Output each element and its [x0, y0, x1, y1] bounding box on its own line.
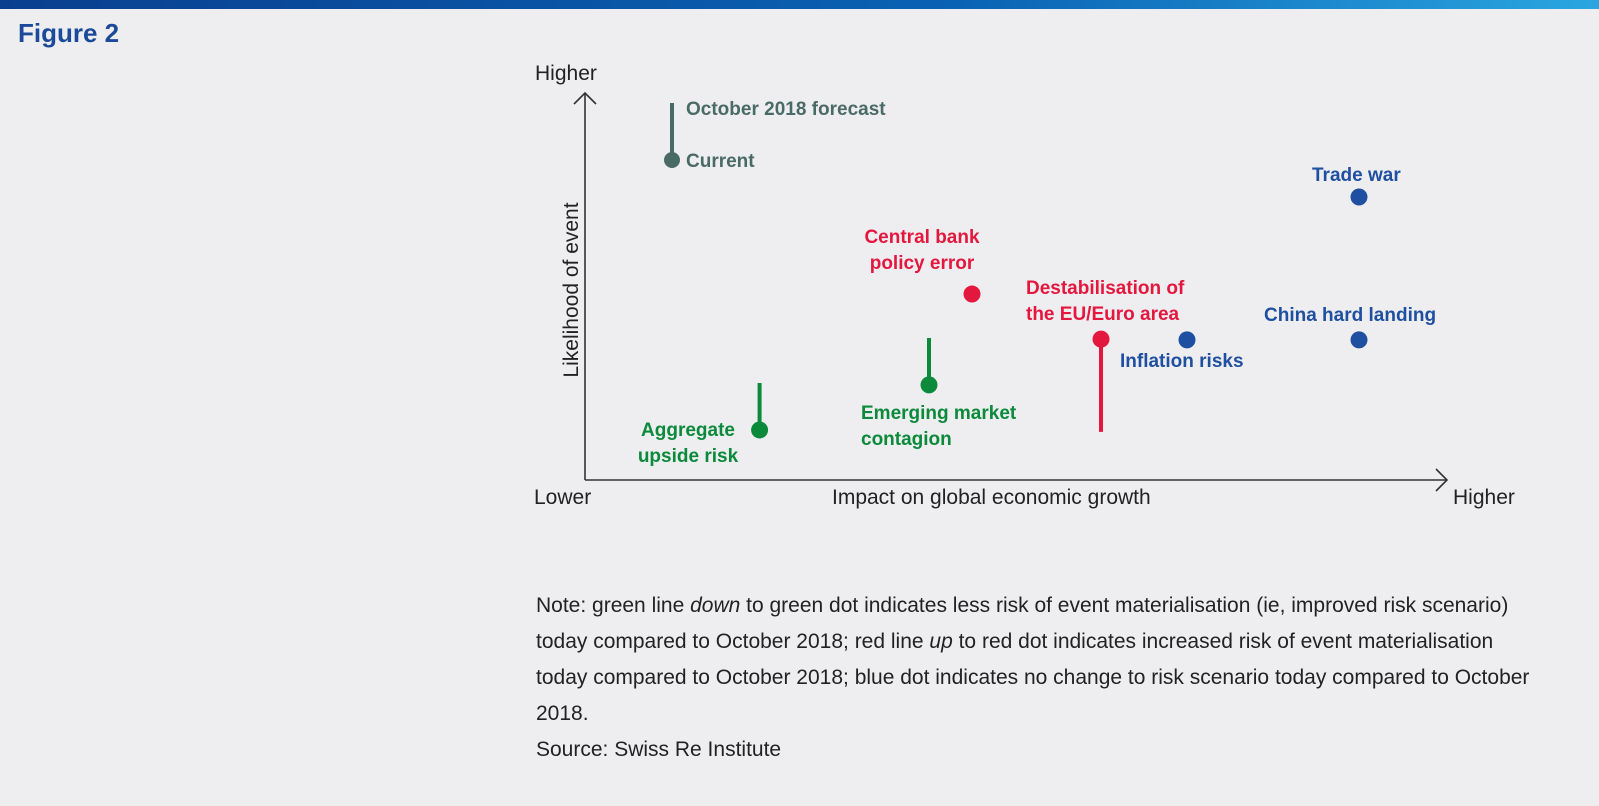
- note-emphasis: up: [929, 630, 953, 653]
- legend-previous: October 2018 forecast: [686, 99, 886, 120]
- y-tick-higher: Higher: [535, 62, 597, 85]
- legend-current: Current: [686, 151, 755, 172]
- x-axis-arrow: [1435, 468, 1449, 492]
- risk-point: [1350, 188, 1368, 206]
- label-china-hard-landing: China hard landing: [1264, 305, 1437, 326]
- x-axis-label: Impact on global economic growth: [832, 486, 1151, 509]
- top-accent-bar: [0, 0, 1599, 9]
- risk-point: [920, 376, 938, 394]
- risk-point: [1350, 331, 1368, 349]
- risk-point: [963, 285, 981, 303]
- legend-dot: [664, 152, 680, 168]
- risk-point: [1178, 331, 1196, 349]
- x-tick-higher: Higher: [1453, 486, 1515, 509]
- label-trade-war: Trade war: [1312, 165, 1401, 186]
- label-central-bank: Central bank policy error: [864, 227, 980, 274]
- note-emphasis: down: [690, 594, 741, 617]
- note-text: to red dot indicates increased risk of e…: [536, 630, 1530, 725]
- label-emerging-market: Emerging market contagion: [861, 403, 1017, 450]
- risk-point: [751, 421, 769, 439]
- risk-point: [1092, 330, 1110, 348]
- source-text: Source: Swiss Re Institute: [536, 738, 782, 761]
- x-tick-lower: Lower: [534, 486, 592, 509]
- y-axis-label: Likelihood of event: [560, 202, 583, 377]
- label-eu-destabilisation: Destabilisation of the EU/Euro area: [1026, 278, 1185, 325]
- note-text: Note: green line: [536, 594, 691, 617]
- note-text: to green dot indicates less risk of even…: [536, 594, 1509, 653]
- label-inflation-risks: Inflation risks: [1120, 351, 1244, 372]
- chart-note: Note: green line down to green dot indic…: [536, 588, 1546, 768]
- y-axis-arrow: [573, 91, 597, 105]
- figure-label: Figure 2: [18, 18, 120, 48]
- label-aggregate-upside: Aggregate upside risk: [637, 420, 739, 467]
